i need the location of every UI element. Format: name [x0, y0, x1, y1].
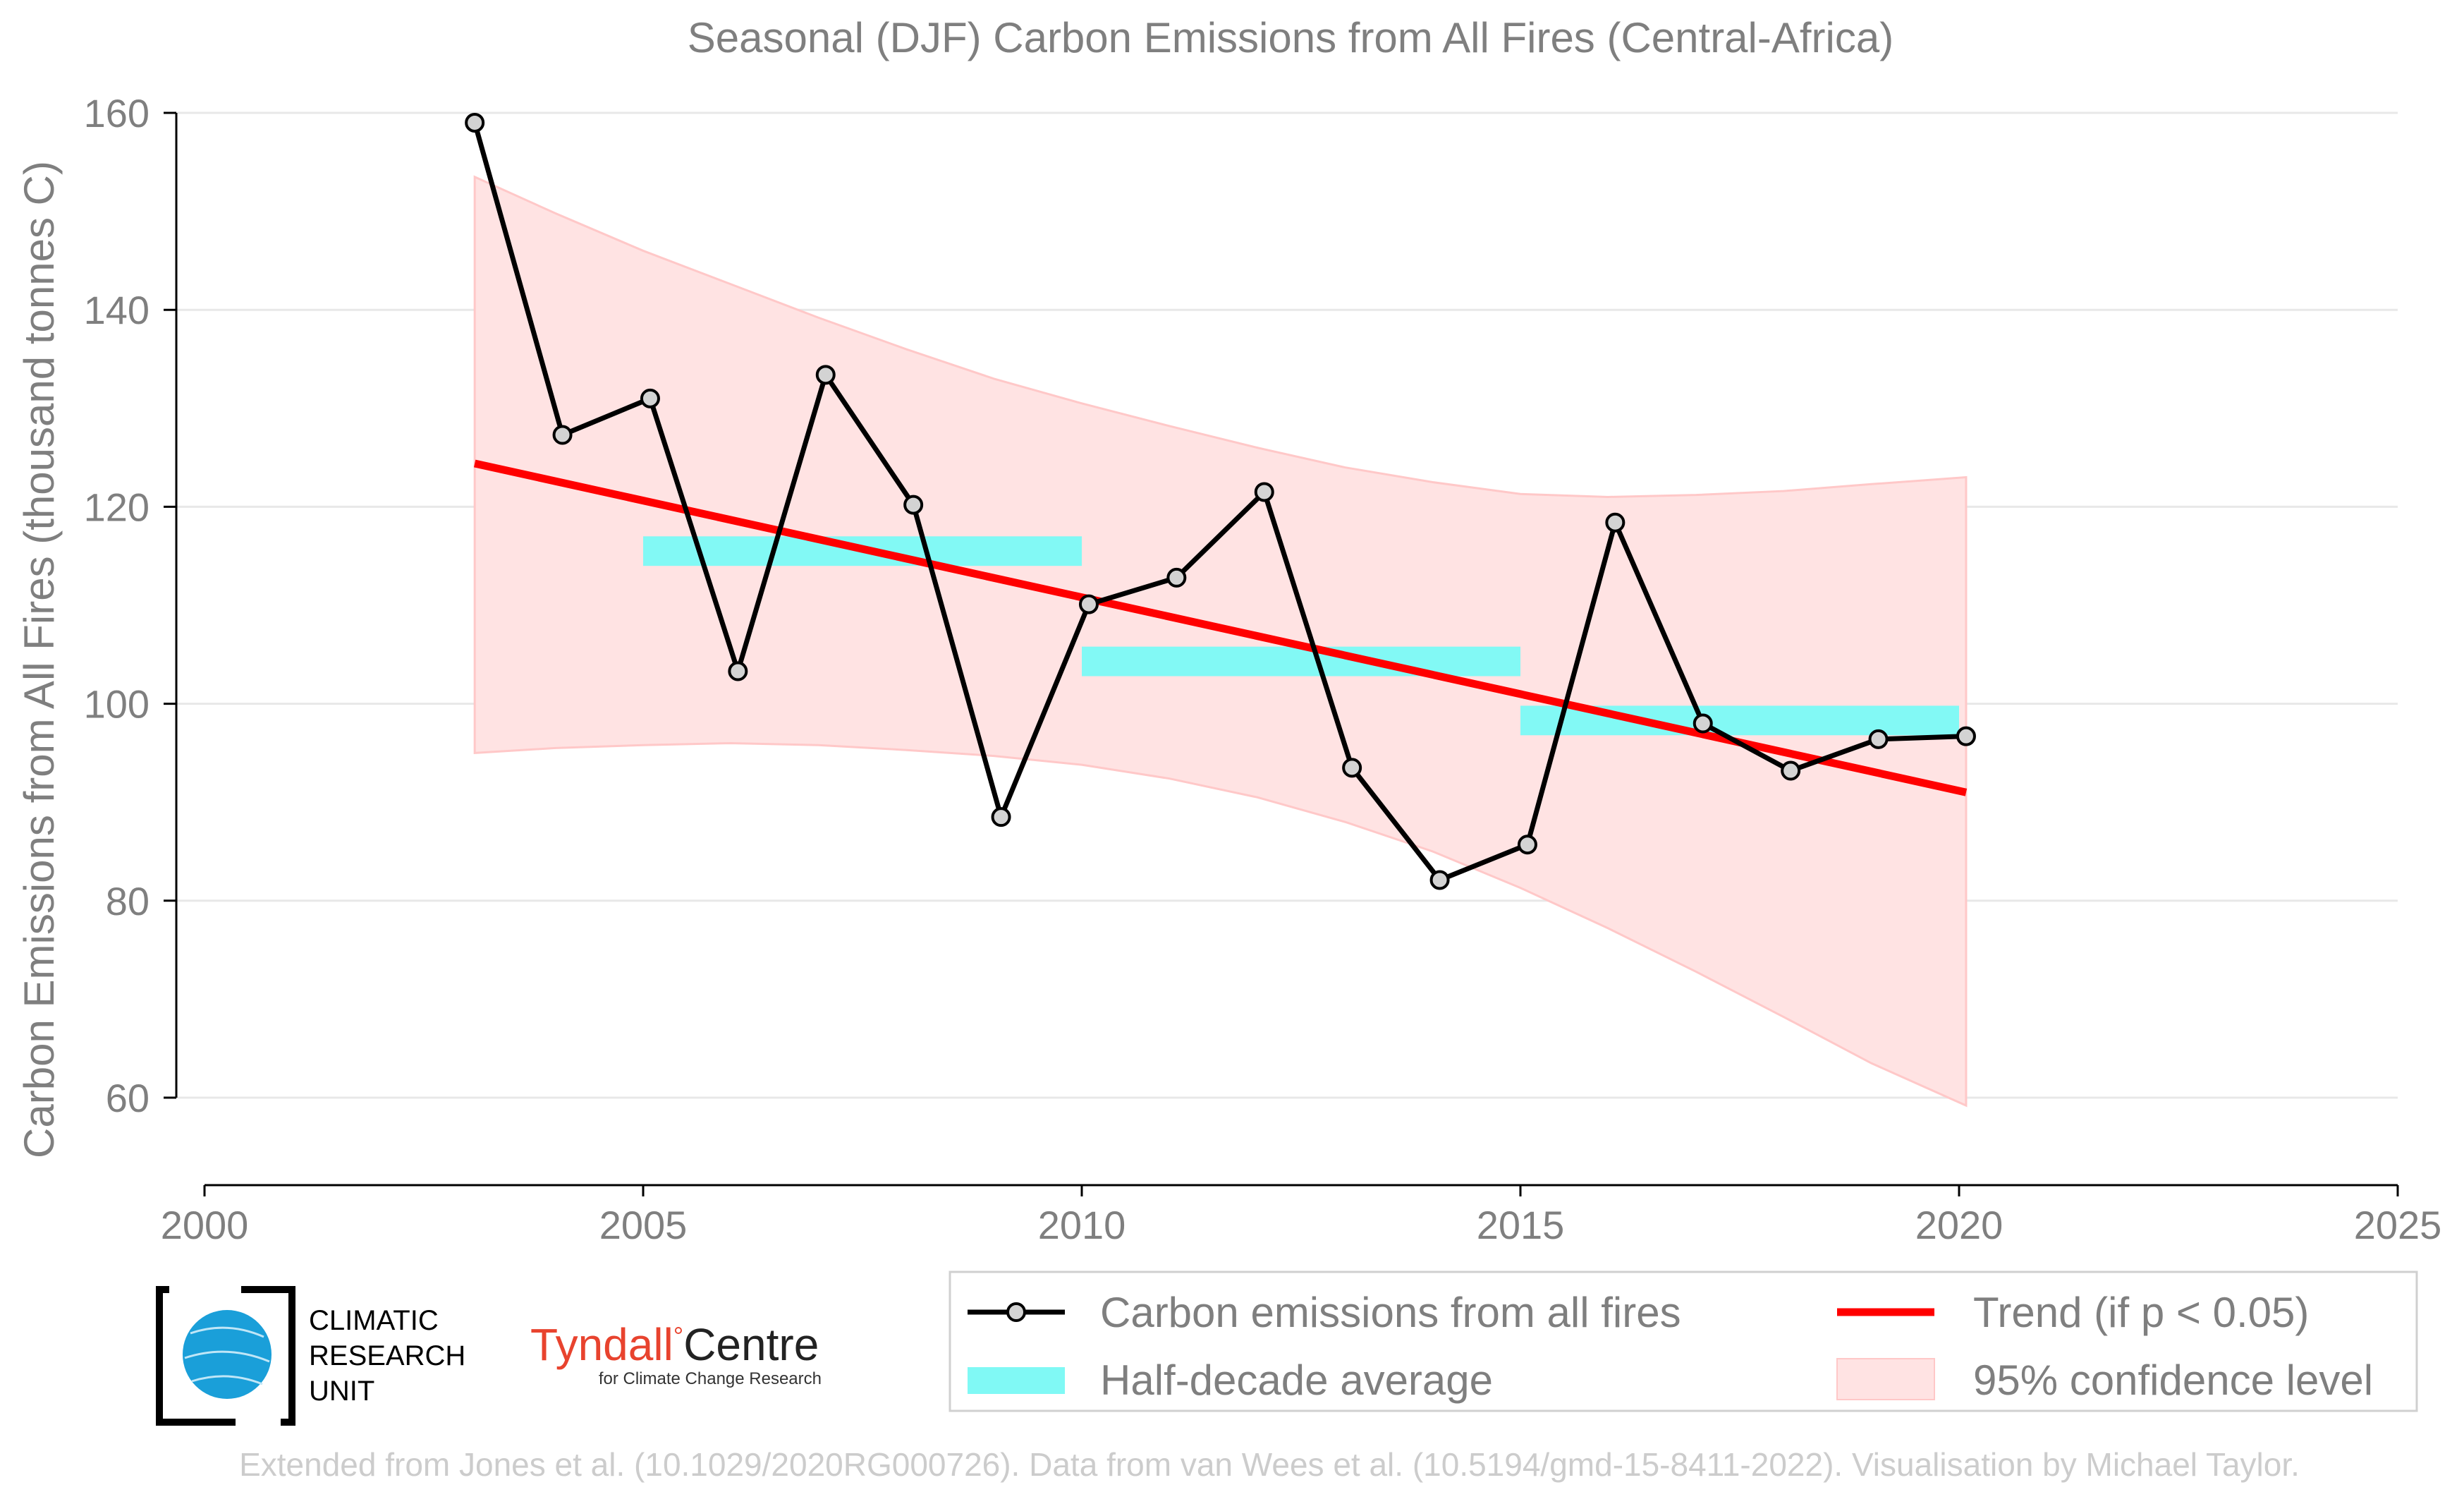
confidence-band [473, 175, 1968, 1108]
data-point-2010 [1078, 594, 1099, 614]
data-point-2007 [815, 365, 836, 385]
y-tick-label-60: 60 [106, 1076, 150, 1120]
legend-label-line: Carbon emissions from all fires [1100, 1289, 1681, 1336]
tyndall-part1: Tyndall [530, 1319, 673, 1370]
globe-lines-icon [184, 1326, 270, 1385]
cru-logo: CLIMATIC RESEARCH UNIT [156, 1286, 465, 1426]
x-tick-label-2025: 2025 [2354, 1203, 2442, 1247]
series-line [472, 122, 1967, 883]
data-series [465, 112, 1976, 890]
data-point-2017 [1693, 713, 1713, 734]
data-point-2015 [1517, 835, 1537, 855]
y-tick-label-160: 160 [84, 91, 150, 135]
tyndall-tagline: for Climate Change Research [599, 1369, 822, 1388]
half-decade-averages [643, 536, 1959, 736]
legend-band-swatch [1836, 1358, 1935, 1400]
cru-bracket-left [156, 1286, 236, 1426]
y-axis-label: Carbon Emissions from All Fires (thousan… [16, 161, 63, 1158]
data-point-2020 [1956, 726, 1976, 746]
data-point-2018 [1781, 760, 1801, 781]
tyndall-part2: Centre [683, 1319, 819, 1370]
legend-label-band: 95% confidence level [1973, 1357, 2373, 1404]
tyndall-name: Tyndall°Centre [530, 1319, 819, 1370]
data-point-2012 [1254, 482, 1274, 502]
legend-label-trend: Trend (if p < 0.05) [1973, 1289, 2309, 1336]
x-tick-label-2015: 2015 [1477, 1203, 1565, 1247]
x-tick-label-2020: 2020 [1915, 1203, 2003, 1247]
cru-line-3: UNIT [309, 1376, 374, 1407]
data-point-2008 [903, 495, 924, 515]
chart-title: Seasonal (DJF) Carbon Emissions from All… [688, 14, 1893, 61]
credit-text: Extended from Jones et al. (10.1029/2020… [239, 1446, 2300, 1483]
x-tick-label-2010: 2010 [1038, 1203, 1126, 1247]
half-decade-average-bar-1 [1082, 646, 1520, 677]
axes: 60 80 100 120 140 160 2000 2005 2010 2015 2020 2025 [84, 91, 2442, 1247]
data-point-2013 [1342, 758, 1362, 778]
legend-avg-swatch [968, 1367, 1065, 1394]
data-point-2014 [1429, 870, 1450, 890]
legend-marker-swatch [1006, 1302, 1026, 1322]
tyndall-degree: ° [673, 1321, 683, 1350]
data-point-2016 [1605, 512, 1626, 533]
trend-line [473, 459, 1968, 796]
legend: Carbon emissions from all fires Trend (i… [949, 1270, 2418, 1412]
y-tick-label-100: 100 [84, 682, 150, 727]
data-point-2004 [552, 425, 573, 445]
data-point-2019 [1868, 729, 1889, 749]
data-point-2003 [465, 112, 485, 133]
data-point-2009 [991, 807, 1011, 827]
cru-bracket-right [241, 1286, 295, 1426]
legend-frame [949, 1270, 2418, 1412]
x-tick-label-2005: 2005 [599, 1203, 688, 1247]
data-point-2011 [1166, 567, 1187, 588]
data-point-2005 [640, 388, 660, 408]
legend-label-avg: Half-decade average [1100, 1357, 1493, 1404]
tyndall-logo: Tyndall°Centre for Climate Change Resear… [530, 1319, 822, 1388]
y-tick-label-80: 80 [106, 879, 150, 923]
cru-line-2: RESEARCH [309, 1340, 465, 1371]
x-tick-label-2000: 2000 [161, 1203, 249, 1247]
cru-line-1: CLIMATIC [309, 1305, 439, 1336]
data-point-2006 [728, 661, 748, 681]
trend-line-group [473, 459, 1968, 796]
y-tick-label-140: 140 [84, 288, 150, 332]
y-tick-label-120: 120 [84, 485, 150, 529]
confidence-band-area [473, 175, 1968, 1108]
